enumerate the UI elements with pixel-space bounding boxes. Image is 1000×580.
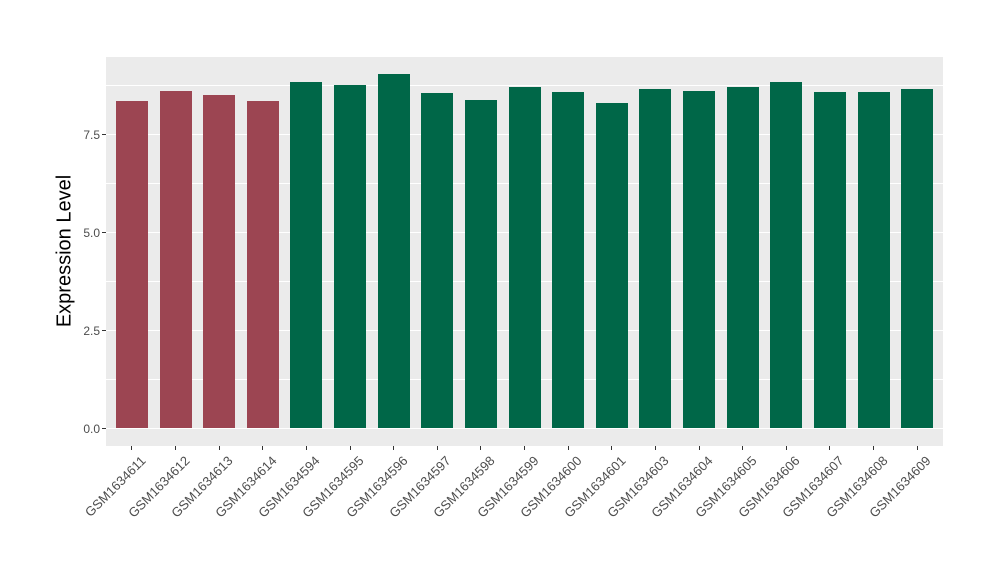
x-tick-mark [742, 446, 744, 450]
x-tick-mark [567, 446, 569, 450]
bar-GSM1634600 [552, 92, 585, 429]
x-tick-mark [829, 446, 831, 450]
bar-GSM1634594 [290, 81, 323, 429]
bar-GSM1634609 [901, 88, 934, 429]
bar-GSM1634607 [813, 92, 846, 429]
x-tick-mark [436, 446, 438, 450]
x-tick-mark [611, 446, 613, 450]
y-tick-label: 2.5 [83, 323, 100, 338]
bar-GSM1634604 [683, 90, 716, 429]
bar-GSM1634605 [726, 86, 759, 429]
bar-GSM1634598 [464, 99, 497, 429]
x-tick-mark [175, 446, 177, 450]
bar-GSM1634613 [203, 94, 236, 429]
plot-panel [106, 57, 943, 446]
y-tick-mark [102, 428, 106, 429]
bar-GSM1634606 [770, 81, 803, 429]
x-tick-mark [349, 446, 351, 450]
x-tick-mark [698, 446, 700, 450]
bar-GSM1634603 [639, 89, 672, 429]
y-tick-label: 7.5 [83, 127, 100, 142]
bar-GSM1634595 [334, 85, 367, 429]
x-tick-mark [218, 446, 220, 450]
x-tick-mark [654, 446, 656, 450]
x-tick-mark [524, 446, 526, 450]
y-tick-mark [102, 232, 106, 233]
y-tick-label: 5.0 [83, 225, 100, 240]
x-tick-mark [262, 446, 264, 450]
bar-GSM1634597 [421, 92, 454, 429]
bar-GSM1634596 [377, 74, 410, 429]
bar-GSM1634608 [857, 92, 890, 429]
x-tick-mark [873, 446, 875, 450]
bar-GSM1634612 [159, 90, 192, 429]
bar-GSM1634611 [115, 101, 148, 429]
x-tick-mark [480, 446, 482, 450]
x-tick-mark [305, 446, 307, 450]
bar-GSM1634599 [508, 87, 541, 429]
x-tick-mark [393, 446, 395, 450]
y-tick-mark [102, 134, 106, 135]
gridline-minor [106, 85, 943, 86]
y-axis-title: Expression Level [53, 174, 76, 328]
x-tick-mark [131, 446, 133, 450]
y-tick-label: 0.0 [83, 421, 100, 436]
y-tick-mark [102, 330, 106, 331]
gridline-major [106, 427, 943, 430]
x-tick-mark [785, 446, 787, 450]
x-tick-mark [916, 446, 918, 450]
bar-GSM1634601 [595, 102, 628, 429]
bar-GSM1634614 [246, 101, 279, 429]
